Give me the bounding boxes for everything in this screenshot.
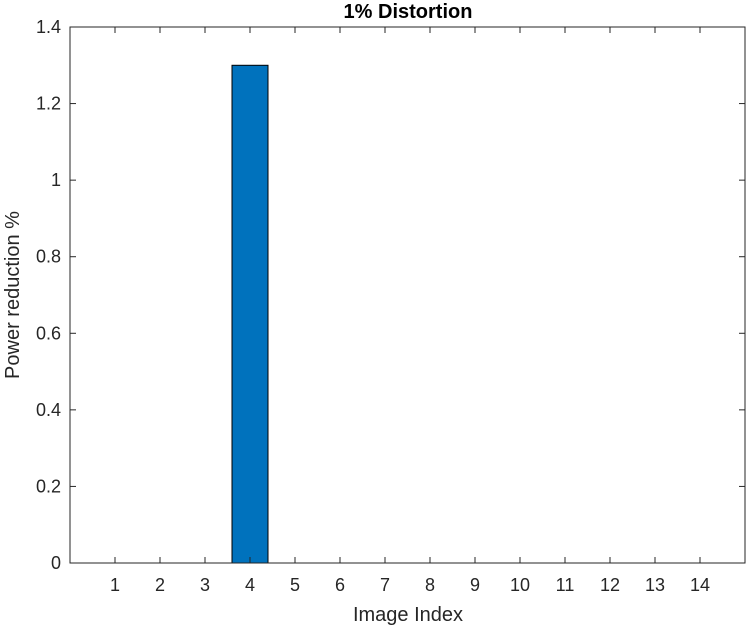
y-tick-label: 0.6 xyxy=(36,323,61,343)
y-tick-label: 0.2 xyxy=(36,476,61,496)
x-axis: 1 2 3 4 5 6 7 8 9 10 11 12 13 14 xyxy=(110,27,710,595)
plot-area-frame xyxy=(69,26,746,564)
x-tick-label: 13 xyxy=(645,575,665,595)
bars-group xyxy=(231,64,269,564)
y-tick-label: 1.4 xyxy=(36,17,61,37)
x-tick-label: 7 xyxy=(380,575,390,595)
y-tick-label: 0.8 xyxy=(36,247,61,267)
x-tick-label: 1 xyxy=(110,575,120,595)
x-tick-label: 8 xyxy=(425,575,435,595)
x-tick-label: 14 xyxy=(690,575,710,595)
x-tick-label: 5 xyxy=(290,575,300,595)
x-tick-label: 11 xyxy=(556,575,575,595)
chart-title: 1% Distortion xyxy=(344,1,473,23)
y-tick-label: 0.4 xyxy=(36,400,61,420)
y-axis-label: Power reduction % xyxy=(2,211,24,379)
bar-4 xyxy=(231,64,269,564)
x-axis-label: Image Index xyxy=(353,604,463,626)
y-tick-label: 1.2 xyxy=(36,94,61,114)
x-tick-label: 2 xyxy=(155,575,165,595)
x-tick-label: 10 xyxy=(510,575,530,595)
x-tick-label: 9 xyxy=(470,575,480,595)
x-tick-label: 12 xyxy=(600,575,620,595)
y-axis: 0 0.2 0.4 0.6 0.8 1 1.2 1.4 xyxy=(36,17,745,573)
x-tick-label: 3 xyxy=(200,575,210,595)
y-tick-label: 0 xyxy=(51,553,61,573)
y-tick-label: 1 xyxy=(51,170,61,190)
x-tick-label: 4 xyxy=(245,575,255,595)
x-tick-label: 6 xyxy=(335,575,345,595)
